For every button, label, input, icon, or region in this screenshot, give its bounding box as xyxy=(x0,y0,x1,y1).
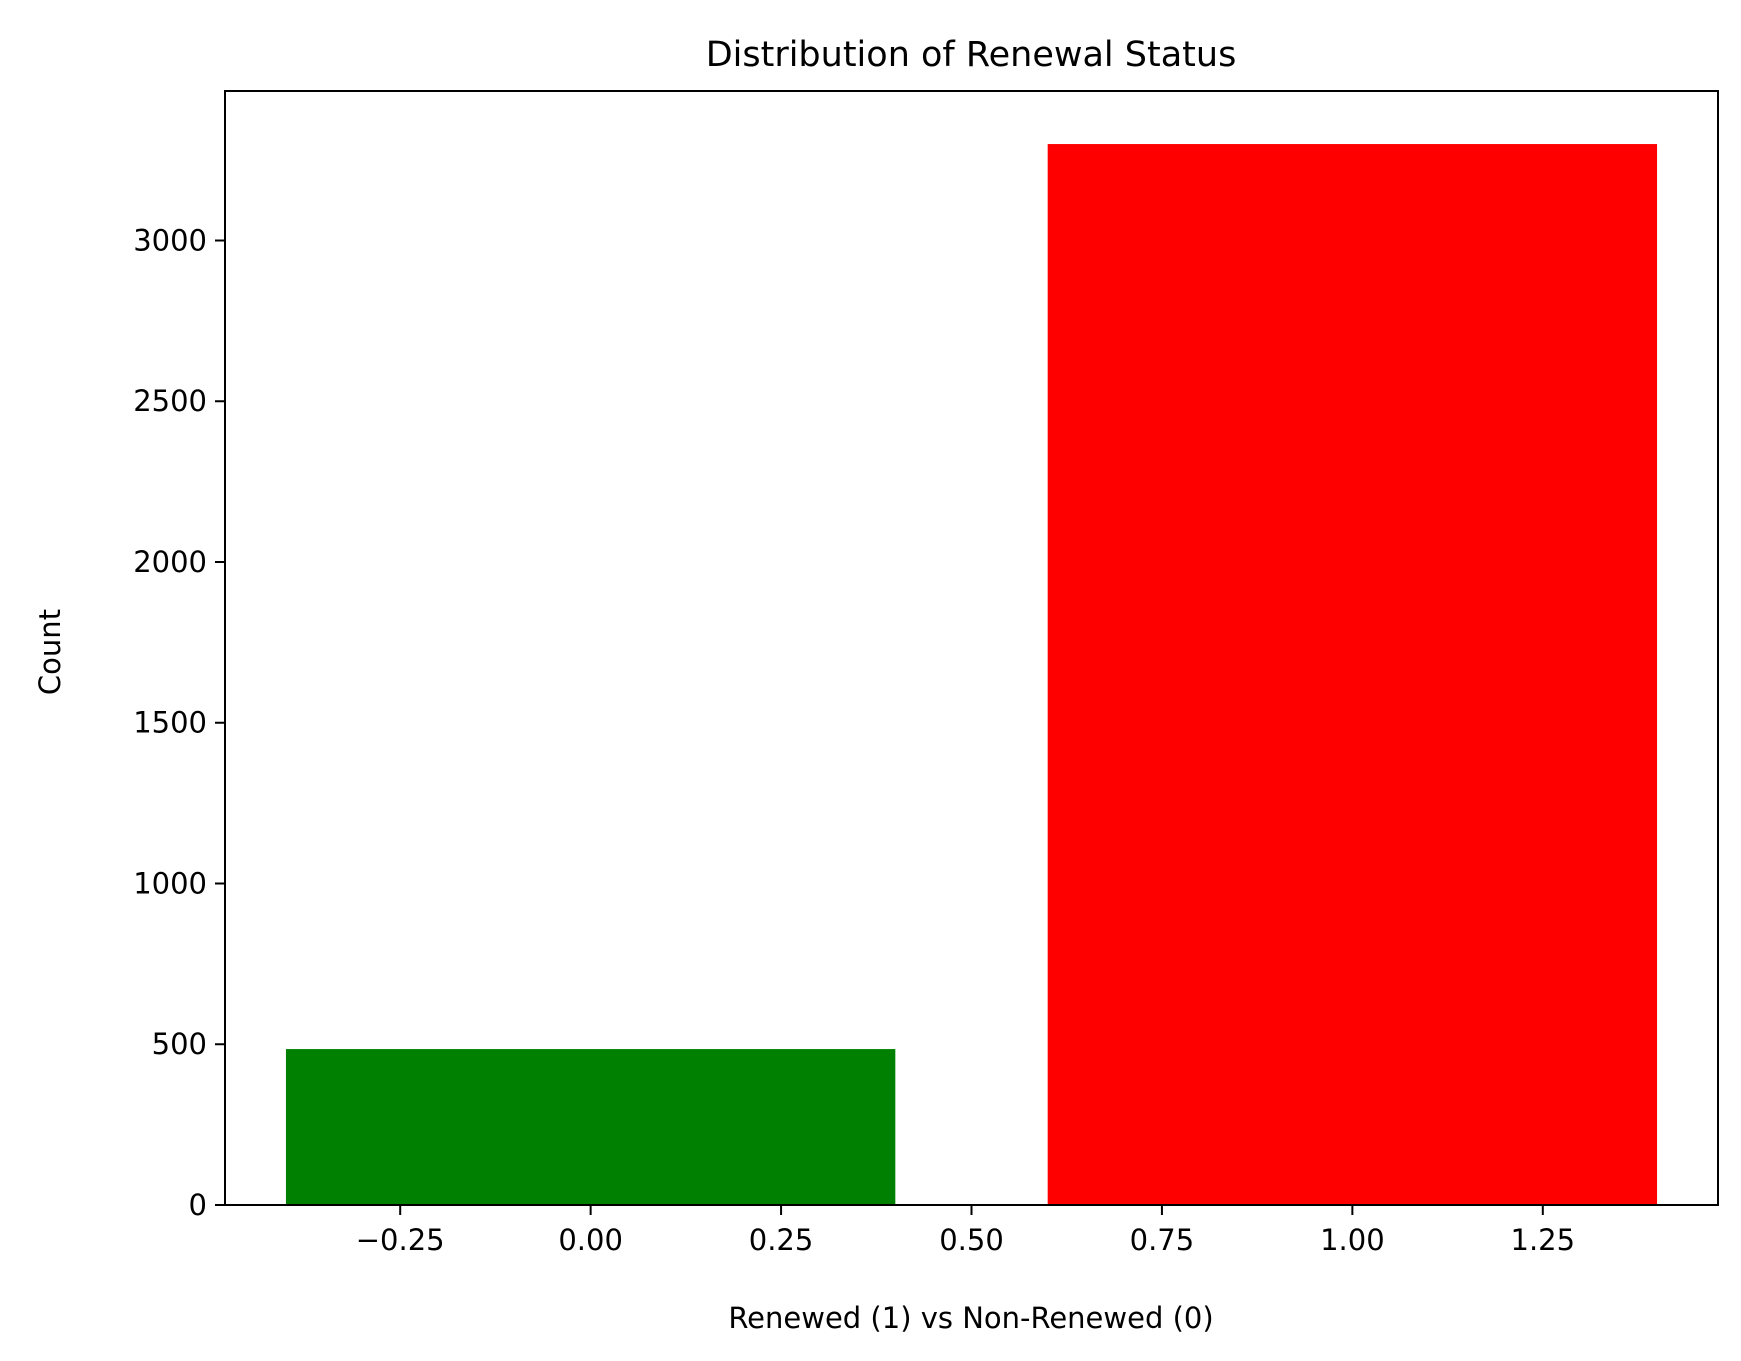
axes-frame xyxy=(224,90,1719,1206)
bar-0 xyxy=(285,1049,896,1205)
y-tick-label: 2000 xyxy=(133,545,207,579)
x-tick-label: 1.25 xyxy=(1511,1223,1576,1257)
bar-1 xyxy=(1047,144,1658,1206)
y-axis-ticks: 0 500 1000 1500 2000 2500 3000 xyxy=(133,223,225,1222)
x-tick-label: −0.25 xyxy=(356,1223,445,1257)
chart-title: Distribution of Renewal Status xyxy=(706,35,1237,75)
y-axis-label: Count xyxy=(33,609,67,695)
x-tick-label: 0.00 xyxy=(558,1223,623,1257)
y-tick-label: 1000 xyxy=(133,866,207,900)
bars xyxy=(285,144,1658,1206)
x-tick-label: 0.50 xyxy=(939,1223,1004,1257)
x-tick-label: 0.75 xyxy=(1130,1223,1195,1257)
y-tick-label: 500 xyxy=(152,1027,207,1061)
y-tick-label: 0 xyxy=(189,1188,207,1222)
y-tick-label: 3000 xyxy=(133,223,207,257)
y-tick-label: 2500 xyxy=(133,384,207,418)
x-tick-label: 0.25 xyxy=(749,1223,814,1257)
y-tick-label: 1500 xyxy=(133,706,207,740)
x-axis-ticks: −0.25 0.00 0.25 0.50 0.75 1.00 1.25 xyxy=(356,1205,1575,1257)
x-tick-label: 1.00 xyxy=(1320,1223,1385,1257)
x-axis-label: Renewed (1) vs Non-Renewed (0) xyxy=(728,1301,1213,1335)
